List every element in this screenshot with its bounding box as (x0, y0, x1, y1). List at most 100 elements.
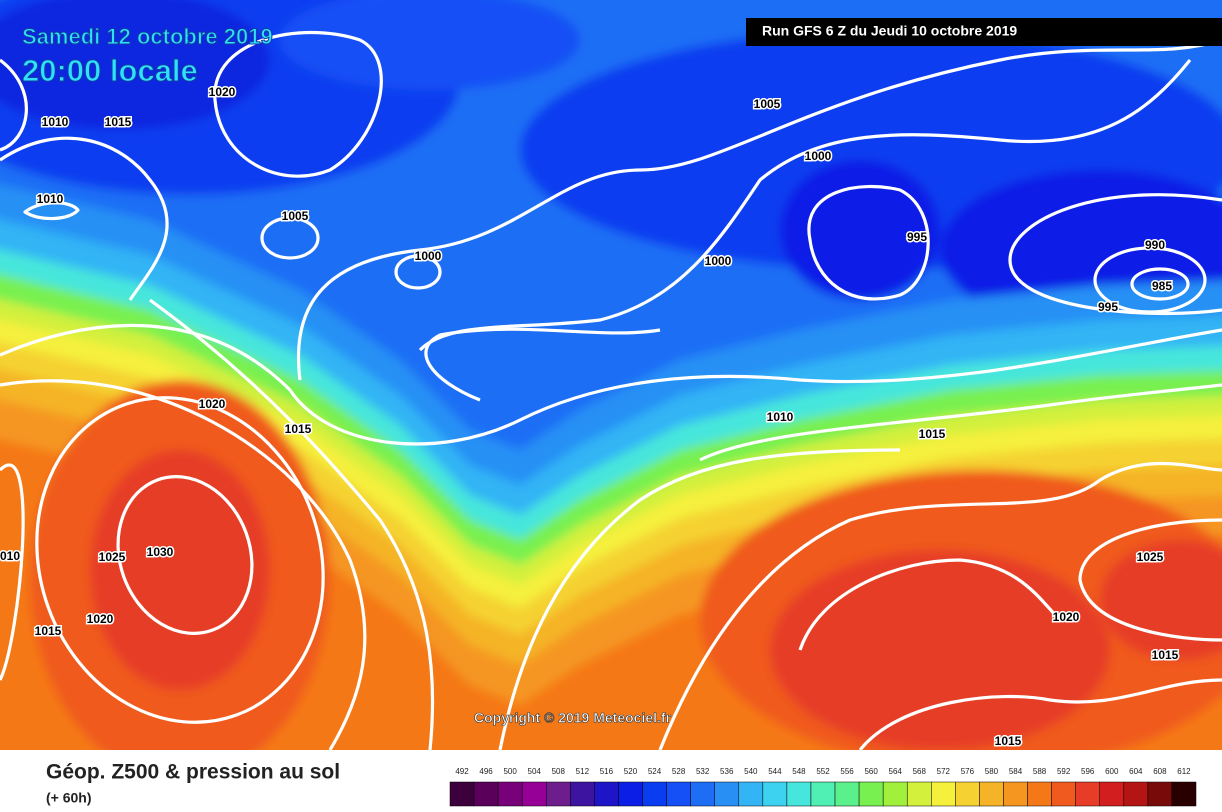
isobar-label: 995 (1098, 300, 1118, 314)
date: Samedi 12 octobre 2019 (22, 24, 273, 49)
legend-swatch (714, 781, 740, 807)
isobar (418, 59, 1192, 352)
legend-swatch (1171, 781, 1197, 807)
footer-title: Géop. Z500 & pression au sol (46, 761, 340, 784)
legend-swatch (738, 781, 764, 807)
legend-label: 552 (816, 767, 830, 776)
isobar (798, 558, 1062, 651)
isobar-label: 1010 (767, 410, 794, 424)
isobar (260, 216, 320, 260)
isobar (658, 461, 1222, 750)
isobar-label: 1015 (35, 624, 62, 638)
isobar-labels: 1020 1010 1015 1010 1005 1000 1005 1000 1000 995 9… (0, 84, 1180, 750)
isobar-label: 1015 (105, 115, 132, 129)
legend-swatch (1027, 781, 1052, 807)
isobar (0, 463, 25, 681)
isobar-label: 990 (1145, 238, 1165, 252)
legend-label: 540 (744, 767, 758, 776)
isobar (394, 254, 442, 290)
isobar (699, 383, 1222, 462)
legend-label: 556 (840, 767, 854, 776)
legend-label: 596 (1081, 767, 1095, 776)
isobar-label: 1005 (754, 97, 781, 111)
run-box (746, 18, 1222, 46)
legend-swatch (786, 781, 812, 807)
legend-swatch (497, 781, 523, 807)
legend-label: 612 (1177, 767, 1191, 776)
isobar (1078, 518, 1222, 642)
isobar (807, 184, 930, 301)
legend-label: 572 (937, 767, 951, 776)
legend-label: 492 (455, 767, 469, 776)
isobar (0, 379, 367, 750)
isobar-label: 1000 (805, 149, 832, 163)
isobar (0, 58, 28, 152)
legend-swatch (931, 781, 956, 807)
isobar-label: 1010 (37, 192, 64, 206)
isobar (23, 201, 80, 221)
legend-swatch (979, 781, 1004, 807)
field-zone (780, 160, 940, 300)
legend-label: 600 (1105, 767, 1119, 776)
isobar-label: 1020 (209, 85, 236, 99)
isobar (498, 448, 901, 750)
legend-label: 608 (1153, 767, 1167, 776)
legend-label: 516 (600, 767, 614, 776)
isobar-label: 1025 (99, 550, 126, 564)
run: Run GFS 6 Z du Jeudi 10 octobre 2019 (762, 23, 1017, 39)
legend-label: 520 (624, 767, 638, 776)
legend-label: 504 (528, 767, 542, 776)
legend-label: 604 (1129, 767, 1143, 776)
isobar (1130, 267, 1190, 301)
legend-swatch (882, 781, 908, 807)
isobar-label: 1000 (415, 249, 442, 263)
legend-label: 500 (503, 767, 517, 776)
isobar-label: 1020 (87, 612, 114, 626)
legend-label: 524 (648, 767, 662, 776)
legend-swatch (521, 781, 547, 807)
legend-swatch (618, 781, 643, 807)
legend-swatch (1075, 781, 1100, 807)
legend-swatch (666, 781, 691, 807)
isobar-label: 1020 (1053, 610, 1080, 624)
isobar-label: 1000 (705, 254, 732, 268)
legend-swatch (858, 781, 884, 807)
legend-label: 544 (768, 767, 782, 776)
legend-swatch (834, 781, 860, 807)
isobar-label: 1015 (285, 422, 312, 436)
legend-swatch (1123, 781, 1149, 807)
legend-label: 588 (1033, 767, 1047, 776)
legend-swatch (546, 781, 571, 807)
legend-label: 528 (672, 767, 686, 776)
legend-label: 580 (985, 767, 999, 776)
time: 20:00 locale (22, 53, 198, 88)
field-zone (90, 450, 270, 690)
legend-label: 512 (576, 767, 590, 776)
field-zone (280, 0, 580, 90)
isobar (0, 136, 169, 301)
isobar (149, 298, 435, 750)
field-zone (770, 550, 1110, 750)
legend-swatch (1051, 781, 1076, 807)
legend-swatch (473, 781, 499, 807)
isobar (213, 30, 383, 178)
legend-swatch (955, 781, 980, 807)
legend-label: 568 (913, 767, 927, 776)
legend-swatch (594, 781, 619, 807)
legend-label: 592 (1057, 767, 1071, 776)
legend-swatch (810, 781, 836, 807)
legend-swatch (690, 781, 715, 807)
isobars (0, 30, 1222, 750)
isobar-label: 995 (907, 230, 927, 244)
isobar-label: 1010 (42, 115, 69, 129)
legend-label: 584 (1009, 767, 1023, 776)
color-field (0, 0, 1222, 750)
color-legend: 492 496 500 504 508 512 516 520 524 528 532 536 540 5… (449, 767, 1197, 807)
isobar-label: 1030 (147, 545, 174, 559)
legend-label: 576 (961, 767, 975, 776)
isobar (1008, 193, 1222, 316)
isobar (35, 396, 325, 724)
isobar-label: 1020 (199, 397, 226, 411)
legend-label: 564 (889, 767, 903, 776)
